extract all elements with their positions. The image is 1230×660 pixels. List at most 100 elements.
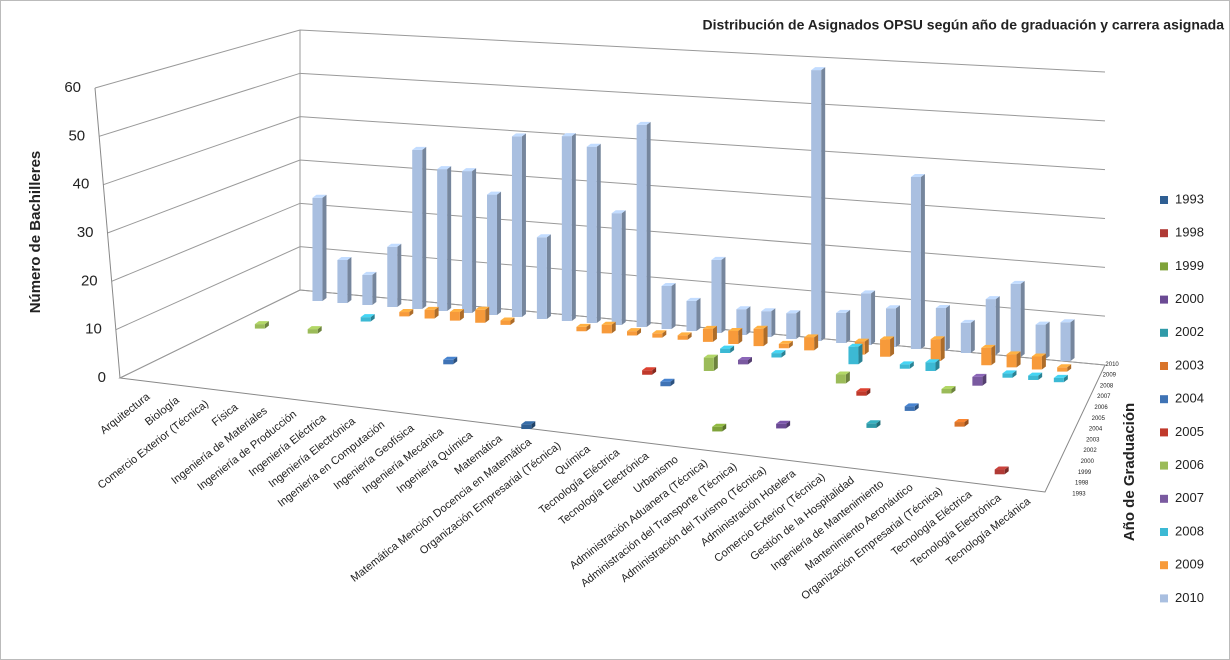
- bar-top: [576, 323, 591, 327]
- bar-side: [611, 321, 616, 334]
- bar: [804, 334, 819, 351]
- z-tick-label: 2007: [1097, 394, 1111, 400]
- bar-front: [1031, 356, 1042, 370]
- bar-top: [981, 344, 996, 348]
- bar-top: [1057, 364, 1072, 368]
- bar: [500, 317, 515, 325]
- bar: [712, 423, 727, 432]
- bar-front: [475, 309, 486, 323]
- bar-side: [746, 306, 751, 335]
- bar: [652, 330, 667, 338]
- bar-top: [521, 421, 536, 425]
- z-tick-label: 1993: [1072, 491, 1086, 497]
- legend-label: 1998: [1175, 225, 1204, 240]
- bar-top: [586, 143, 601, 147]
- bar-front: [1028, 375, 1039, 380]
- bar-front: [337, 260, 348, 303]
- y-tick-label: 20: [81, 272, 98, 289]
- bar-top: [399, 309, 414, 313]
- bar: [930, 336, 945, 361]
- bar-front: [856, 391, 867, 396]
- bar-top: [711, 256, 726, 260]
- bar-side: [1016, 351, 1021, 368]
- z-tick-label: 2000: [1081, 459, 1095, 465]
- bar-top: [856, 388, 871, 392]
- bar-side: [646, 121, 651, 328]
- bar-top: [1028, 372, 1043, 376]
- bar: [424, 306, 439, 319]
- bar-front: [387, 246, 398, 307]
- bar-front: [487, 194, 498, 315]
- bar-front: [521, 424, 532, 430]
- bar-front: [711, 259, 722, 333]
- bar: [521, 421, 536, 430]
- bar-top: [437, 166, 452, 170]
- bar: [399, 309, 414, 317]
- bar-side: [637, 328, 642, 336]
- bar: [312, 194, 327, 301]
- bar-front: [642, 370, 653, 375]
- z-axis-title: Año de Graduación: [1121, 403, 1138, 541]
- bar-top: [835, 371, 850, 375]
- bar-front: [702, 328, 713, 342]
- bar-side: [876, 420, 881, 428]
- bar-side: [586, 323, 591, 332]
- bar-side: [763, 325, 768, 347]
- bar-top: [1060, 319, 1075, 323]
- bar: [1002, 370, 1017, 378]
- bar-top: [536, 234, 551, 238]
- bar-front: [500, 320, 511, 325]
- bar-top: [462, 168, 477, 172]
- z-tick-label: 2010: [1105, 362, 1119, 368]
- bar: [778, 340, 793, 349]
- bar: [642, 367, 657, 375]
- bar-side: [696, 297, 701, 331]
- bar: [677, 332, 692, 340]
- bar-top: [686, 297, 701, 301]
- z-tick-label: 2002: [1083, 448, 1097, 454]
- bar-top: [771, 350, 786, 354]
- bar-front: [941, 388, 952, 394]
- bar-front: [786, 313, 797, 339]
- bar-side: [671, 283, 676, 329]
- bar: [771, 350, 786, 358]
- bar-front: [712, 426, 723, 432]
- bar-top: [652, 330, 667, 334]
- bar-side: [895, 305, 900, 347]
- bar-top: [362, 271, 377, 275]
- bar-side: [447, 166, 452, 311]
- bar-front: [1053, 377, 1064, 383]
- z-tick-label: 2009: [1103, 373, 1117, 379]
- bar-top: [1031, 353, 1046, 357]
- bar-top: [387, 243, 402, 247]
- bar-top: [312, 194, 327, 198]
- legend-swatch: [1160, 428, 1168, 437]
- bar-front: [412, 149, 423, 309]
- legend-label: 2009: [1175, 557, 1204, 572]
- bar-top: [642, 367, 657, 371]
- bar-top: [728, 327, 743, 331]
- bar-top: [866, 420, 881, 424]
- bar-top: [1010, 280, 1025, 284]
- bar-side: [670, 378, 675, 387]
- bar-front: [636, 124, 647, 328]
- bar: [601, 321, 616, 334]
- legend-swatch: [1160, 395, 1168, 404]
- bar-front: [728, 330, 739, 344]
- legend-label: 2005: [1175, 424, 1204, 439]
- bar: [362, 271, 377, 305]
- bar-side: [866, 388, 871, 396]
- bar-top: [1002, 370, 1017, 374]
- chart-title: Distribución de Asignados OPSU según año…: [703, 17, 1225, 33]
- bar-front: [836, 312, 847, 343]
- bar-side: [845, 371, 850, 384]
- bar-side: [1063, 374, 1068, 383]
- bar-side: [738, 327, 743, 344]
- bar: [994, 466, 1009, 475]
- bar-front: [449, 311, 460, 321]
- y-tick-label: 60: [64, 79, 81, 96]
- bar: [899, 361, 914, 369]
- bar-side: [945, 305, 950, 351]
- bar: [848, 343, 863, 365]
- bar: [835, 371, 850, 384]
